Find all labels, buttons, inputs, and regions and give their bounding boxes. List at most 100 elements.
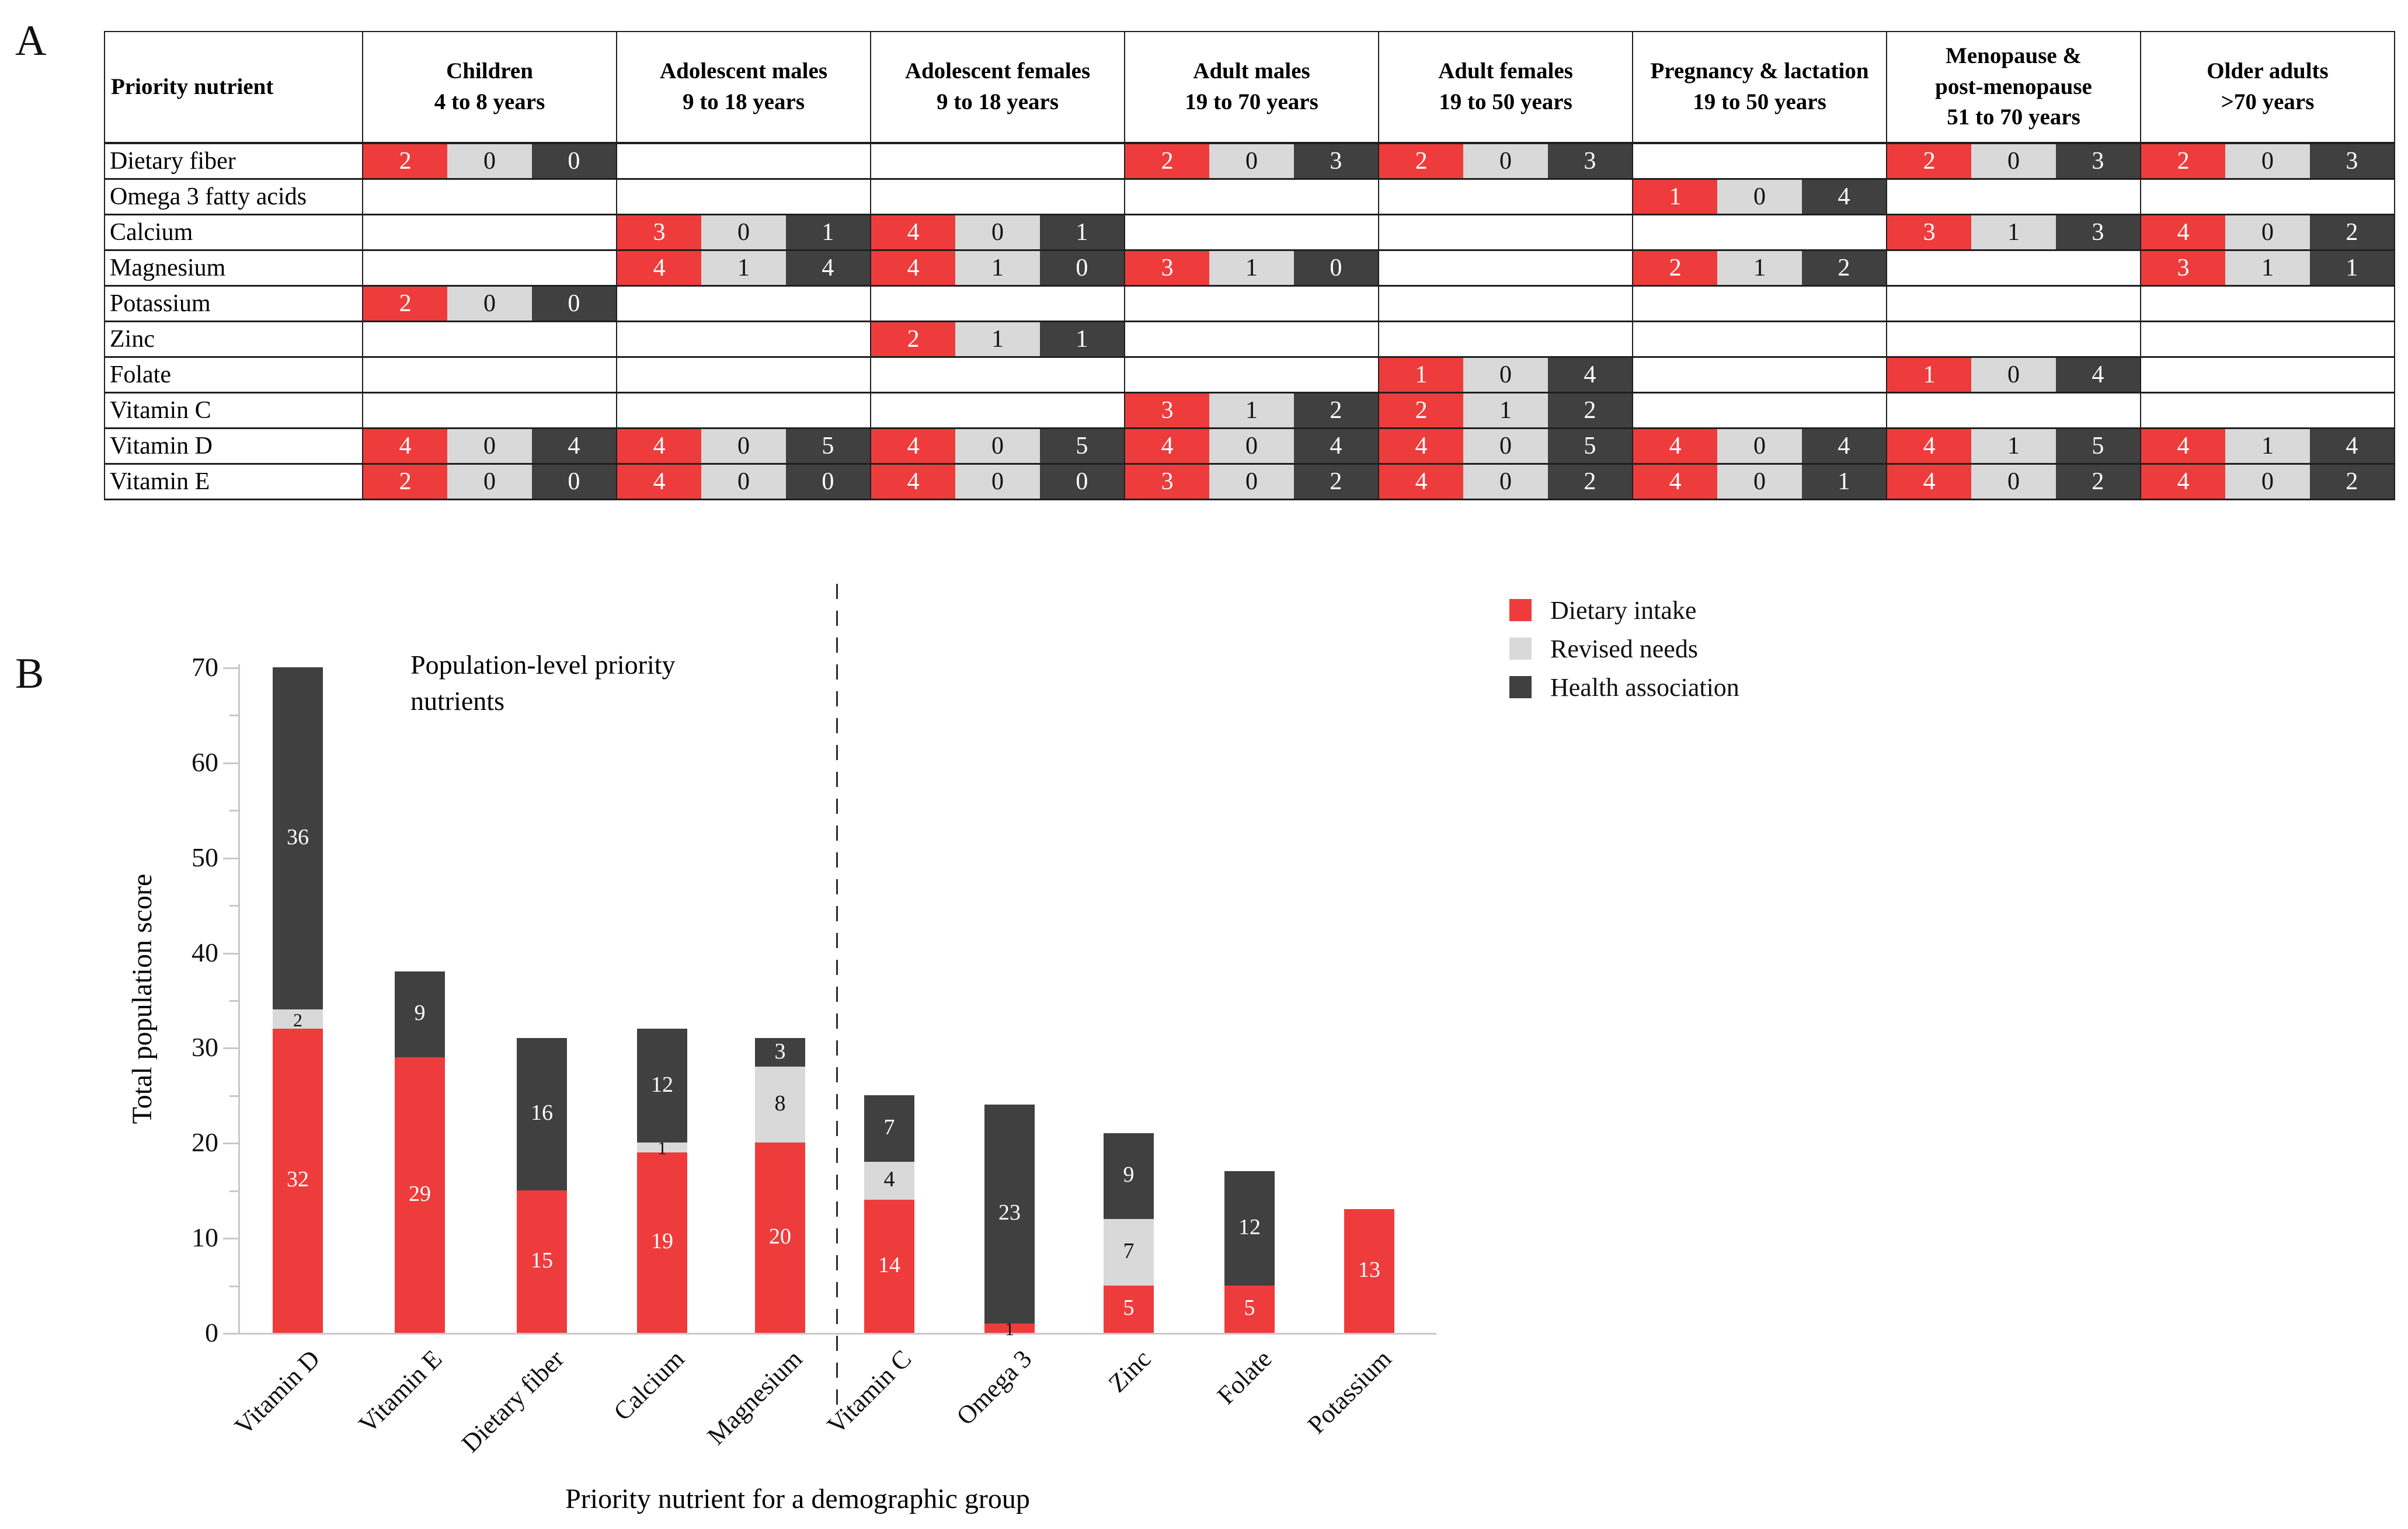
revised-needs-score: 0 <box>1463 358 1548 391</box>
priority-nutrient-table: Priority nutrient Children 4 to 8 years Ad… <box>104 31 2395 500</box>
bar-value-label: 32 <box>287 1167 309 1192</box>
health-association-score: 3 <box>1547 144 1631 177</box>
revised-needs-score: 1 <box>1971 215 2056 249</box>
bar-segment-health-association <box>517 1038 567 1190</box>
y-minor-tick <box>229 905 238 907</box>
dietary-intake-score: 1 <box>1634 180 1718 213</box>
revised-needs-score: 0 <box>447 429 532 462</box>
revised-needs-score: 0 <box>1463 465 1548 498</box>
health-association-score: 0 <box>531 465 615 498</box>
health-association-score: 3 <box>1293 144 1377 177</box>
dietary-intake-score: 3 <box>1126 393 1210 427</box>
health-association-score: 2 <box>2055 465 2139 498</box>
revised-needs-score: 0 <box>447 287 532 320</box>
nutrient-row-label: Zinc <box>104 321 363 358</box>
dietary-intake-score: 4 <box>2142 215 2226 249</box>
bar-segment-dietary-intake <box>864 1199 914 1333</box>
revised-needs-score: 1 <box>955 322 1040 356</box>
chart-annotation: Population-level priority nutrients <box>410 650 676 716</box>
legend-swatch-revised-needs <box>1509 638 1532 660</box>
dietary-intake-score: 1 <box>1380 358 1464 391</box>
column-header-demographic-group: Adult males 19 to 70 years <box>1124 31 1379 144</box>
revised-needs-score: 0 <box>447 465 532 498</box>
nutrient-cell <box>2140 321 2395 358</box>
revised-needs-score: 0 <box>1717 429 1802 462</box>
y-tick-label: 10 <box>192 1222 218 1253</box>
revised-needs-score: 1 <box>1209 251 1294 284</box>
nutrient-cell <box>1378 214 1633 251</box>
y-major-tick <box>223 1238 238 1240</box>
y-minor-tick <box>229 1095 238 1097</box>
legend-swatch-health-association <box>1509 676 1532 698</box>
revised-needs-score: 0 <box>2225 215 2310 249</box>
bar-value-label: 2 <box>293 1009 302 1030</box>
health-association-score: 4 <box>2055 358 2139 391</box>
revised-needs-score: 0 <box>1971 465 2056 498</box>
dietary-intake-score: 4 <box>1380 429 1464 462</box>
bar-value-label: 15 <box>531 1248 553 1273</box>
health-association-score: 4 <box>1293 429 1377 462</box>
health-association-score: 2 <box>1801 251 1885 284</box>
nutrient-cell <box>1632 392 1887 429</box>
table-row: Potassium 2 0 0 <box>104 285 2395 322</box>
dietary-intake-score: 2 <box>872 322 956 356</box>
y-minor-tick <box>229 999 238 1002</box>
revised-needs-score: 1 <box>1463 393 1548 427</box>
dietary-intake-score: 2 <box>1888 144 1972 177</box>
bar-segment-revised-needs <box>637 1143 687 1152</box>
dietary-intake-score: 2 <box>1380 393 1464 427</box>
nutrient-cell <box>870 142 1125 180</box>
bar-value-label: 12 <box>651 1072 673 1097</box>
table-row: Calcium 3 0 1 4 0 1 3 1 3 4 0 2 <box>104 214 2395 251</box>
panel-a-label: A <box>15 17 47 65</box>
health-association-score: 1 <box>1801 465 1885 498</box>
bar-value-label: 13 <box>1358 1258 1380 1283</box>
table-row: Dietary fiber 2 0 0 2 0 3 2 0 3 2 0 3 2 0 3 <box>104 142 2395 180</box>
nutrient-cell <box>362 178 617 215</box>
nutrient-cell <box>2140 392 2395 429</box>
revised-needs-score: 0 <box>1463 429 1548 462</box>
health-association-score: 3 <box>2055 215 2139 249</box>
nutrient-cell <box>1632 285 1887 322</box>
dietary-intake-score: 4 <box>872 429 956 462</box>
nutrient-cell <box>1378 178 1633 215</box>
bar-value-label: 1 <box>1005 1318 1014 1339</box>
nutrient-cell <box>616 178 871 215</box>
bar-value-label: 3 <box>774 1039 786 1064</box>
health-association-score: 4 <box>785 251 869 284</box>
revised-needs-score: 1 <box>701 251 786 284</box>
health-association-score: 2 <box>2309 465 2393 498</box>
nutrient-row-label: Potassium <box>104 285 363 322</box>
y-tick-label: 70 <box>192 652 218 682</box>
dietary-intake-score: 4 <box>618 429 702 462</box>
dietary-intake-score: 2 <box>364 144 448 177</box>
nutrient-cell <box>1378 285 1633 322</box>
nutrient-cell <box>1124 285 1379 322</box>
nutrient-row-label: Folate <box>104 356 363 393</box>
nutrient-cell <box>1378 321 1633 358</box>
